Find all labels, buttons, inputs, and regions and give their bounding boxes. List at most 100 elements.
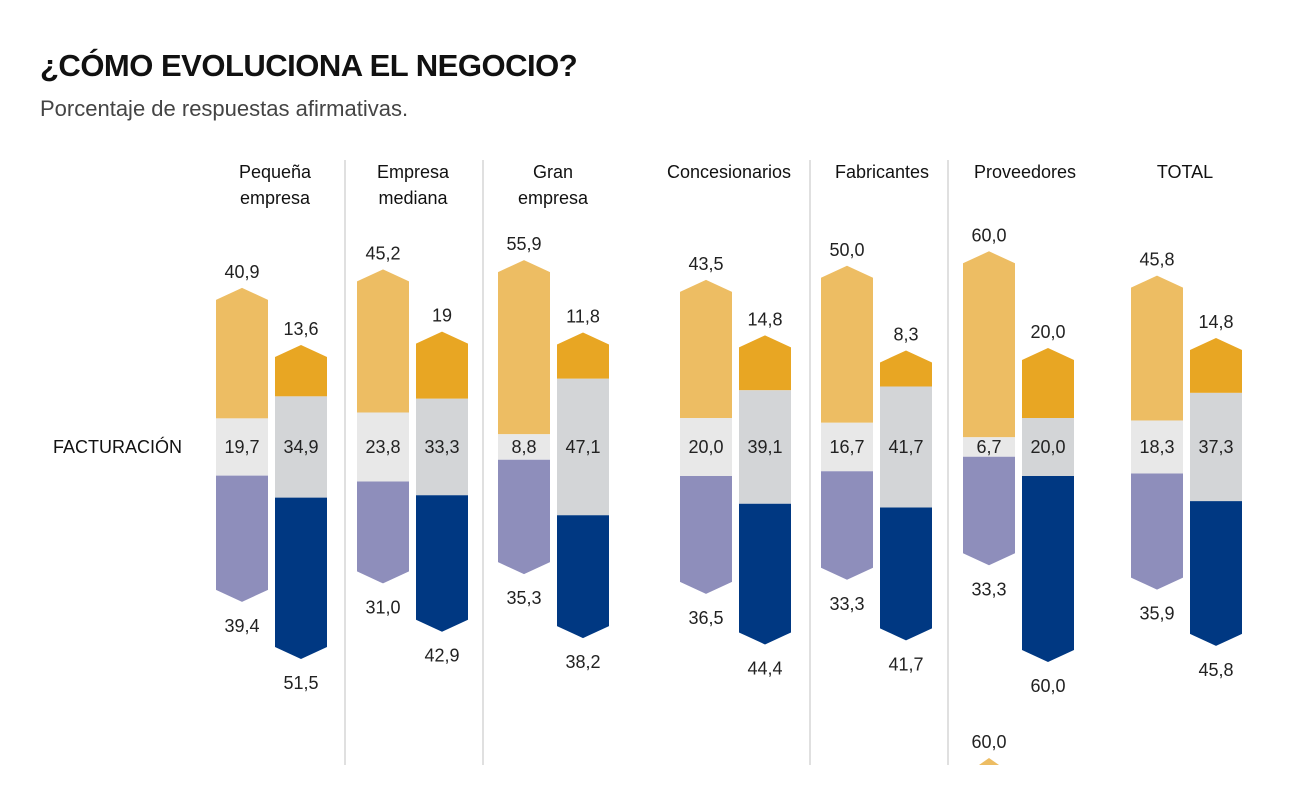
left-up-bar xyxy=(498,260,550,435)
left-mid-label: 6,7 xyxy=(976,437,1001,457)
left-down-bar xyxy=(498,459,550,575)
right-mid-label: 34,9 xyxy=(283,437,318,457)
left-down-label: 33,3 xyxy=(829,594,864,614)
left-down-label: 31,0 xyxy=(365,597,400,617)
left-down-label: 36,5 xyxy=(688,608,723,628)
right-mid-bar xyxy=(275,396,327,498)
group-label: Pequeña xyxy=(239,162,312,182)
left-down-bar xyxy=(216,475,268,602)
left-down-bar xyxy=(1131,473,1183,590)
right-down-bar xyxy=(1190,501,1242,646)
group-label: Empresa xyxy=(377,162,450,182)
left-up-bar xyxy=(1131,275,1183,421)
left-down-label: 35,3 xyxy=(506,588,541,608)
left-up-bar xyxy=(821,265,873,423)
left-up-label: 43,5 xyxy=(688,254,723,274)
left-up-bar xyxy=(680,279,732,418)
group-label: Fabricantes xyxy=(835,162,929,182)
right-down-bar xyxy=(1022,476,1074,662)
chart-title: ¿CÓMO EVOLUCIONA EL NEGOCIO? xyxy=(40,48,578,83)
right-up-bar xyxy=(557,332,609,379)
left-down-bar xyxy=(357,481,409,584)
group-label: Concesionarios xyxy=(667,162,791,182)
left-mid-bar xyxy=(821,422,873,472)
right-down-label: 42,9 xyxy=(424,646,459,666)
right-up-label: 13,6 xyxy=(283,319,318,339)
right-up-bar xyxy=(416,331,468,399)
right-down-bar xyxy=(557,515,609,639)
extra-label: 60,0 xyxy=(971,732,1006,752)
left-down-label: 35,9 xyxy=(1139,604,1174,624)
right-up-bar xyxy=(1022,348,1074,418)
row-label: FACTURACIÓN xyxy=(53,436,182,457)
group-label: TOTAL xyxy=(1157,162,1213,182)
group-label: mediana xyxy=(378,188,448,208)
left-mid-bar xyxy=(498,434,550,460)
left-mid-label: 18,3 xyxy=(1139,437,1174,457)
chart-subtitle: Porcentaje de respuestas afirmativas. xyxy=(40,96,409,121)
right-mid-label: 37,3 xyxy=(1198,437,1233,457)
left-down-bar xyxy=(680,476,732,594)
left-down-bar xyxy=(821,471,873,580)
left-up-label: 45,2 xyxy=(365,243,400,263)
right-mid-bar xyxy=(739,390,791,504)
left-mid-label: 23,8 xyxy=(365,437,400,457)
left-up-label: 50,0 xyxy=(829,240,864,260)
right-down-label: 45,8 xyxy=(1198,660,1233,680)
right-up-label: 20,0 xyxy=(1030,322,1065,342)
left-up-bar xyxy=(357,269,409,413)
right-up-label: 14,8 xyxy=(747,309,782,329)
right-down-label: 41,7 xyxy=(888,654,923,674)
right-up-bar xyxy=(739,335,791,391)
right-down-label: 60,0 xyxy=(1030,676,1065,696)
right-down-bar xyxy=(739,503,791,645)
right-down-bar xyxy=(275,497,327,659)
group-label: Gran xyxy=(533,162,573,182)
left-up-label: 60,0 xyxy=(971,225,1006,245)
right-down-label: 51,5 xyxy=(283,673,318,693)
extra-arrow-tip xyxy=(979,758,999,765)
right-mid-bar xyxy=(416,398,468,496)
right-down-bar xyxy=(416,495,468,632)
group-label: empresa xyxy=(240,188,311,208)
right-down-label: 38,2 xyxy=(565,652,600,672)
right-down-bar xyxy=(880,507,932,641)
left-mid-label: 8,8 xyxy=(511,437,536,457)
left-up-bar xyxy=(963,251,1015,438)
left-up-bar xyxy=(216,287,268,419)
group-label: Proveedores xyxy=(974,162,1076,182)
left-up-label: 55,9 xyxy=(506,234,541,254)
right-mid-bar xyxy=(880,386,932,508)
left-mid-bar xyxy=(963,437,1015,457)
right-mid-label: 39,1 xyxy=(747,437,782,457)
right-up-bar xyxy=(1190,337,1242,393)
left-mid-bar xyxy=(680,418,732,476)
right-up-bar xyxy=(880,350,932,387)
left-up-label: 40,9 xyxy=(224,262,259,282)
right-mid-label: 47,1 xyxy=(565,437,600,457)
right-up-label: 8,3 xyxy=(893,324,918,344)
right-up-label: 14,8 xyxy=(1198,312,1233,332)
left-up-label: 45,8 xyxy=(1139,250,1174,270)
right-mid-label: 33,3 xyxy=(424,437,459,457)
left-mid-label: 16,7 xyxy=(829,437,864,457)
right-up-label: 11,8 xyxy=(566,306,600,326)
right-mid-label: 20,0 xyxy=(1030,437,1065,457)
right-up-bar xyxy=(275,344,327,397)
right-mid-label: 41,7 xyxy=(888,437,923,457)
right-down-label: 44,4 xyxy=(747,658,782,678)
right-mid-bar xyxy=(1190,392,1242,502)
left-down-label: 33,3 xyxy=(971,579,1006,599)
group-label: empresa xyxy=(518,188,589,208)
right-up-label: 19 xyxy=(432,306,452,326)
left-mid-label: 20,0 xyxy=(688,437,723,457)
left-down-bar xyxy=(963,456,1015,566)
left-down-label: 39,4 xyxy=(224,616,259,636)
left-mid-bar xyxy=(357,412,409,482)
right-mid-bar xyxy=(1022,418,1074,476)
left-mid-label: 19,7 xyxy=(224,437,259,457)
left-mid-bar xyxy=(1131,420,1183,474)
left-mid-bar xyxy=(216,418,268,476)
right-mid-bar xyxy=(557,378,609,516)
